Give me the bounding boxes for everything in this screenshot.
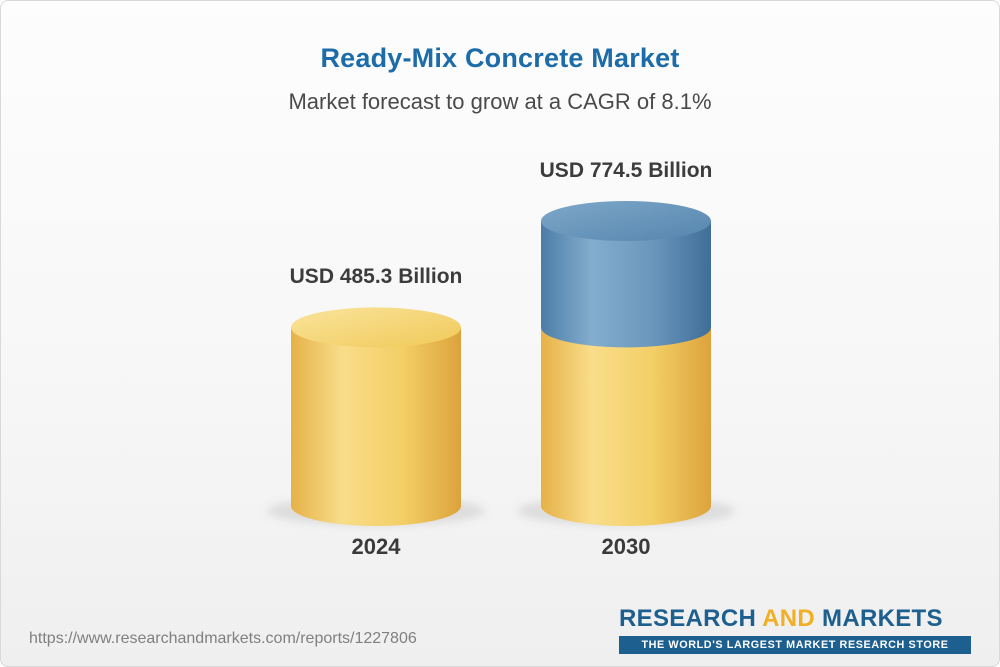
logo-word-and: AND	[762, 605, 816, 632]
logo-wordmark: RESEARCH AND MARKETS	[619, 605, 971, 633]
research-and-markets-logo: RESEARCH AND MARKETS THE WORLD'S LARGEST…	[619, 605, 971, 654]
logo-tagline: THE WORLD'S LARGEST MARKET RESEARCH STOR…	[619, 636, 971, 654]
page-subtitle: Market forecast to grow at a CAGR of 8.1…	[288, 89, 712, 114]
logo-word-research: RESEARCH	[619, 605, 757, 632]
value-label-2030: USD 774.5 Billion	[539, 159, 713, 182]
report-url-link[interactable]: https://www.researchandmarkets.com/repor…	[29, 630, 417, 647]
value-label-2024: USD 485.3 Billion	[289, 265, 463, 289]
logo-word-markets: MARKETS	[822, 605, 943, 632]
x-axis-label-2030: 2030	[601, 534, 651, 559]
x-axis-label-2024: 2024	[351, 534, 401, 559]
page-title: Ready-Mix Concrete Market	[320, 43, 680, 73]
